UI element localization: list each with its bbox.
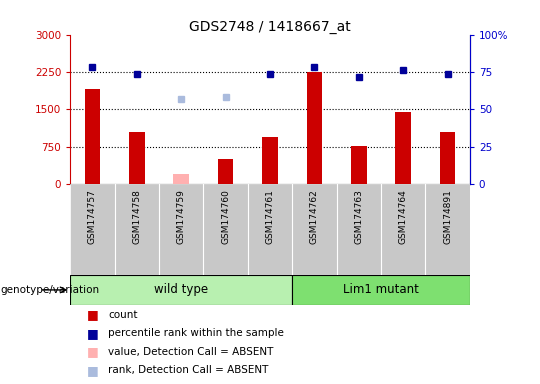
Text: GSM174762: GSM174762 — [310, 189, 319, 243]
Bar — [292, 184, 336, 275]
Text: GSM174764: GSM174764 — [399, 189, 408, 243]
Text: ■: ■ — [86, 327, 98, 340]
Bar — [85, 89, 100, 184]
Text: ■: ■ — [86, 364, 98, 377]
Bar — [336, 184, 381, 275]
Bar — [129, 132, 145, 184]
Bar — [114, 184, 159, 275]
Bar — [70, 184, 114, 275]
Bar — [159, 184, 204, 275]
Text: GSM174758: GSM174758 — [132, 189, 141, 244]
Bar — [395, 112, 411, 184]
Text: GSM174757: GSM174757 — [88, 189, 97, 244]
Bar — [307, 72, 322, 184]
Text: count: count — [108, 310, 138, 320]
Text: GSM174759: GSM174759 — [177, 189, 186, 244]
Bar — [262, 137, 278, 184]
Text: percentile rank within the sample: percentile rank within the sample — [108, 328, 284, 338]
Bar — [351, 146, 367, 184]
Bar — [292, 275, 470, 305]
Text: value, Detection Call = ABSENT: value, Detection Call = ABSENT — [108, 347, 273, 357]
Bar — [70, 275, 292, 305]
Bar — [440, 132, 455, 184]
Text: GSM174763: GSM174763 — [354, 189, 363, 244]
Text: GSM174761: GSM174761 — [266, 189, 274, 244]
Text: GSM174891: GSM174891 — [443, 189, 452, 244]
Text: ■: ■ — [86, 345, 98, 358]
Bar — [381, 184, 426, 275]
Bar — [218, 159, 233, 184]
Text: wild type: wild type — [154, 283, 208, 296]
Bar — [204, 184, 248, 275]
Bar — [426, 184, 470, 275]
Text: ■: ■ — [86, 308, 98, 321]
Bar — [173, 174, 189, 184]
Text: GSM174760: GSM174760 — [221, 189, 230, 244]
Text: genotype/variation: genotype/variation — [0, 285, 99, 295]
Text: Lim1 mutant: Lim1 mutant — [343, 283, 419, 296]
Bar — [248, 184, 292, 275]
Text: rank, Detection Call = ABSENT: rank, Detection Call = ABSENT — [108, 365, 268, 375]
Title: GDS2748 / 1418667_at: GDS2748 / 1418667_at — [189, 20, 351, 33]
